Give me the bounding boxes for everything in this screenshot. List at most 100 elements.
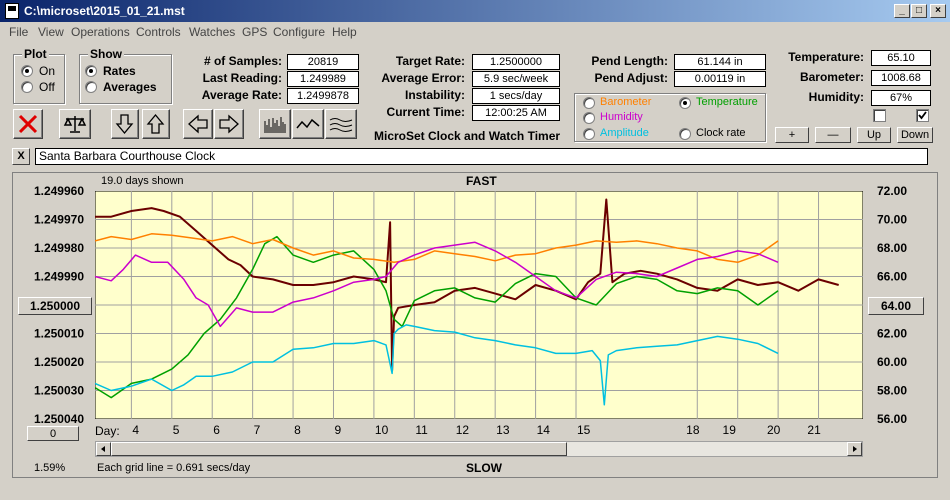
y-left-tick-label: 1.249980 xyxy=(34,241,84,255)
menu-file[interactable]: File xyxy=(9,25,29,39)
wave-view-button[interactable] xyxy=(325,109,357,139)
grid-note-label: Each grid line = 0.691 secs/day xyxy=(97,462,251,474)
pend-adjust-label: Pend Adjust: xyxy=(594,71,668,85)
x-tick-label: 15 xyxy=(577,423,591,437)
menu-bar: File View Operations Controls Watches GP… xyxy=(0,22,950,42)
menu-watches[interactable]: Watches xyxy=(189,25,236,39)
red-x-icon xyxy=(18,114,38,134)
y-right-tick-label: 66.00 xyxy=(877,270,907,284)
up-arrow-button[interactable] xyxy=(142,109,170,139)
temperature-label: Temperature: xyxy=(788,50,864,64)
scroll-left-button[interactable] xyxy=(96,442,111,456)
scale-plus-button[interactable]: + xyxy=(775,127,809,143)
left-arrow-button[interactable] xyxy=(183,109,213,139)
show-rates-radio[interactable] xyxy=(85,65,97,77)
average-error-label: Average Error: xyxy=(381,71,465,85)
clock-rate-option: Clock rate xyxy=(696,127,746,139)
y-right-tick-label: 68.00 xyxy=(877,241,907,255)
title-bar: C:\microset\2015_01_21.mst _ □ × xyxy=(0,0,950,22)
x-tick-label: 18 xyxy=(686,423,700,437)
series-line-humidity xyxy=(95,241,779,328)
x-axis-label: Day: xyxy=(95,424,120,438)
clock-name-input[interactable]: Santa Barbara Courthouse Clock xyxy=(35,148,928,165)
y-right-tick-label: 56.00 xyxy=(877,412,907,426)
show-group-legend: Show xyxy=(88,47,124,61)
pend-length-field: 61.144 in xyxy=(674,54,766,70)
y-right-tick-label: 60.00 xyxy=(877,355,907,369)
series-line-clock-rate xyxy=(95,198,839,372)
clear-clock-name-button[interactable]: X xyxy=(12,148,30,165)
bars-view-button[interactable] xyxy=(259,109,291,139)
samples-label: # of Samples: xyxy=(203,54,282,68)
show-averages-radio[interactable] xyxy=(85,81,97,93)
instability-label: Instability: xyxy=(404,88,465,102)
plot-on-radio[interactable] xyxy=(21,65,33,77)
instability-field: 1 secs/day xyxy=(472,88,560,104)
balance-button[interactable] xyxy=(59,109,91,139)
triangle-left-icon xyxy=(101,446,105,452)
option-checkbox-2[interactable] xyxy=(916,109,929,122)
stop-button[interactable] xyxy=(13,109,43,139)
right-arrow-button[interactable] xyxy=(214,109,244,139)
plot-off-label: Off xyxy=(39,80,55,94)
humidity-radio[interactable] xyxy=(583,112,595,124)
scale-minus-button[interactable]: — xyxy=(815,127,851,143)
down-arrow-button[interactable] xyxy=(111,109,139,139)
line-view-button[interactable] xyxy=(292,109,324,139)
option-checkbox-1[interactable] xyxy=(873,109,886,122)
menu-controls[interactable]: Controls xyxy=(136,25,181,39)
menu-gps[interactable]: GPS xyxy=(242,25,268,39)
minimize-button[interactable]: _ xyxy=(894,4,910,18)
right-axis-center-button[interactable]: 64.00 xyxy=(868,297,924,315)
series xyxy=(95,198,839,406)
barometer-radio[interactable] xyxy=(583,97,595,109)
pend-length-label: Pend Length: xyxy=(591,54,668,68)
y-right-tick-label: 62.00 xyxy=(877,327,907,341)
x-tick-label: 19 xyxy=(723,423,737,437)
arrow-down-icon xyxy=(115,114,134,135)
maximize-button[interactable]: □ xyxy=(911,4,927,18)
y-right-tick-label: 72.00 xyxy=(877,184,907,198)
show-rates-label: Rates xyxy=(103,64,136,78)
scroll-up-button[interactable]: Up xyxy=(857,127,891,143)
x-tick-label: 5 xyxy=(173,423,180,437)
temperature-radio[interactable] xyxy=(679,97,691,109)
arrow-right-icon xyxy=(219,114,239,134)
close-button[interactable]: × xyxy=(930,4,946,18)
days-shown-label: 19.0 days shown xyxy=(101,175,184,187)
series-line-barometer xyxy=(95,233,779,264)
series-line-amplitude xyxy=(95,324,779,406)
wave-icon xyxy=(329,118,353,132)
clock-rate-radio[interactable] xyxy=(679,128,691,140)
plot-group: Plot xyxy=(13,47,65,104)
scroll-down-button[interactable]: Down xyxy=(897,127,933,143)
humidity-field: 67% xyxy=(871,90,931,106)
average-error-field: 5.9 sec/week xyxy=(472,71,560,87)
amplitude-radio[interactable] xyxy=(583,128,595,140)
menu-operations[interactable]: Operations xyxy=(71,25,130,39)
x-tick-label: 13 xyxy=(496,423,510,437)
x-tick-label: 20 xyxy=(767,423,781,437)
offset-button[interactable]: 0 xyxy=(27,426,79,441)
y-right-tick-label: 70.00 xyxy=(877,213,907,227)
plot-frame xyxy=(12,172,938,478)
plot-off-radio[interactable] xyxy=(21,81,33,93)
menu-configure[interactable]: Configure xyxy=(273,25,326,39)
menu-help[interactable]: Help xyxy=(332,25,357,39)
y-right-tick-label: 58.00 xyxy=(877,384,907,398)
left-axis-center-button[interactable]: 1.250000 xyxy=(18,297,92,315)
axis-labels: 1.249960 1.249970 1.249980 1.249990 1.250010… xyxy=(34,184,907,437)
scroll-thumb[interactable] xyxy=(111,442,567,456)
bar-graph-icon xyxy=(264,117,286,133)
show-group: Show xyxy=(79,47,172,104)
temperature-option: Temperature xyxy=(696,96,758,108)
app-icon xyxy=(5,3,19,19)
menu-view[interactable]: View xyxy=(38,25,64,39)
balance-scale-icon xyxy=(63,116,87,133)
scroll-right-button[interactable] xyxy=(847,442,862,456)
pend-adjust-field: 0.00119 in xyxy=(674,71,766,87)
average-rate-field: 1.2499878 xyxy=(287,88,359,104)
slow-label: SLOW xyxy=(466,461,502,475)
horizontal-scrollbar[interactable] xyxy=(95,441,863,457)
barometer-field: 1008.68 xyxy=(871,70,931,86)
